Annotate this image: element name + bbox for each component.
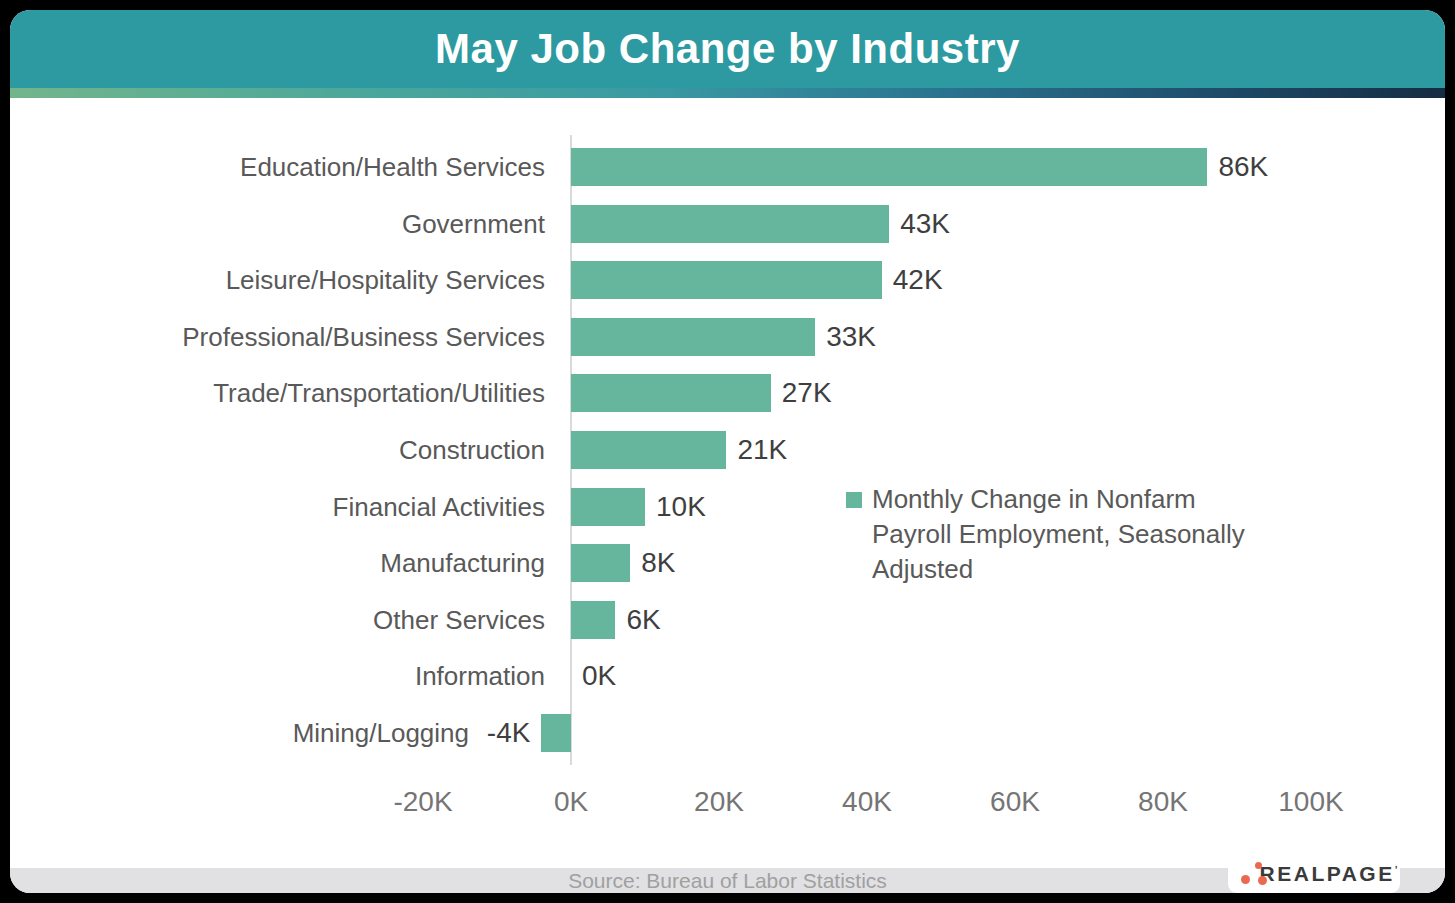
legend-line-2: Payroll Employment, Seasonally	[872, 517, 1322, 552]
value-label-trade-transportation-utilities: 27K	[782, 377, 832, 409]
x-axis-tick-40K: 40K	[842, 786, 892, 818]
x-axis-tick-20K: 20K	[694, 786, 744, 818]
legend-label: Monthly Change in Nonfarm Payroll Employ…	[872, 482, 1322, 587]
category-label-construction: Construction	[399, 433, 545, 467]
value-label-other-services: 6K	[626, 604, 660, 636]
category-label-other-services: Other Services	[373, 603, 545, 637]
category-label-professional-business-services: Professional/Business Services	[182, 320, 545, 354]
value-label-manufacturing: 8K	[641, 547, 675, 579]
bar-mining-logging	[541, 714, 571, 752]
value-label-education-health-services: 86K	[1218, 151, 1268, 183]
bar-leisure-hospitality-services	[571, 261, 882, 299]
category-label-education-health-services: Education/Health Services	[240, 150, 545, 184]
infographic-card: Education/Health Services 86K Government 43…	[10, 10, 1445, 893]
bar-financial-activities	[571, 488, 645, 526]
category-label-information: Information	[415, 659, 545, 693]
source-credit: Source: Bureau of Labor Statistics	[568, 869, 887, 893]
x-axis-tick-0K: 0K	[554, 786, 588, 818]
value-label-financial-activities: 10K	[656, 491, 706, 523]
realpage-logo: REALPAGE’	[1228, 855, 1400, 893]
category-label-trade-transportation-utilities: Trade/Transportation/Utilities	[213, 376, 545, 410]
category-label-financial-activities: Financial Activities	[333, 490, 545, 524]
x-axis-tick-neg20K: -20K	[393, 786, 452, 818]
header-bar: May Job Change by Industry	[10, 10, 1445, 88]
value-label-construction: 21K	[737, 434, 787, 466]
legend-swatch	[846, 492, 862, 508]
category-label-government: Government	[402, 207, 545, 241]
value-label-information: 0K	[582, 660, 616, 692]
value-label-government: 43K	[900, 208, 950, 240]
bar-construction	[571, 431, 726, 469]
legend-line-3: Adjusted	[872, 552, 1322, 587]
x-axis-tick-80K: 80K	[1138, 786, 1188, 818]
value-label-mining-logging: -4K	[487, 717, 531, 749]
x-axis-tick-100K: 100K	[1278, 786, 1343, 818]
realpage-dots-icon	[1240, 861, 1256, 887]
legend-line-1: Monthly Change in Nonfarm	[872, 482, 1322, 517]
bar-other-services	[571, 601, 615, 639]
category-label-manufacturing: Manufacturing	[380, 546, 545, 580]
bar-education-health-services	[571, 148, 1207, 186]
realpage-logo-text: REALPAGE’	[1260, 862, 1400, 886]
bar-professional-business-services	[571, 318, 815, 356]
bar-trade-transportation-utilities	[571, 374, 771, 412]
x-axis-tick-60K: 60K	[990, 786, 1040, 818]
value-label-leisure-hospitality-services: 42K	[893, 264, 943, 296]
category-label-mining-logging: Mining/Logging	[293, 716, 469, 750]
accent-gradient-strip	[10, 88, 1445, 98]
bar-government	[571, 205, 889, 243]
plot-area: Education/Health Services 86K Government 43…	[10, 10, 1445, 893]
bar-manufacturing	[571, 544, 630, 582]
category-label-leisure-hospitality-services: Leisure/Hospitality Services	[226, 263, 545, 297]
value-label-professional-business-services: 33K	[826, 321, 876, 353]
page-title: May Job Change by Industry	[435, 25, 1020, 73]
trademark-mark: ’	[1395, 865, 1400, 876]
